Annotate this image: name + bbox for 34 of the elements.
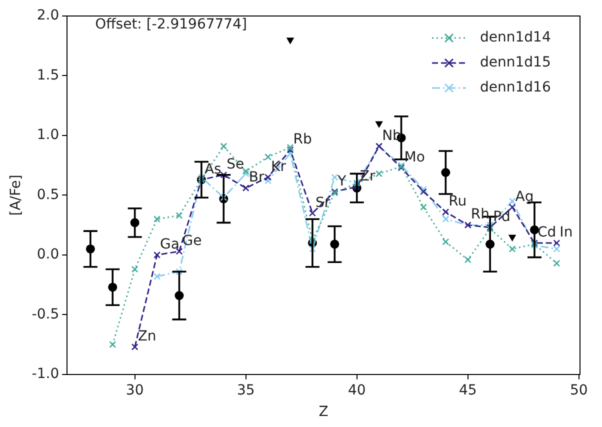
annotation: Rh xyxy=(470,206,490,223)
annotation: Ge xyxy=(182,232,202,249)
x-tick-label: 30 xyxy=(126,382,144,398)
annotation: Kr xyxy=(271,158,286,175)
annotation: Cd xyxy=(537,224,556,241)
annotation: Mo xyxy=(404,149,425,166)
y-tick-label: 0.5 xyxy=(36,186,60,203)
annotation: Ru xyxy=(448,194,467,210)
y-axis-title: [A/Fe] xyxy=(8,174,24,216)
y-tick-label: 2.0 xyxy=(36,8,60,24)
legend-label: denn1d15 xyxy=(480,54,551,71)
annotation: Ga xyxy=(160,236,180,253)
annotation: Rb xyxy=(293,131,312,148)
x-tick-label: 45 xyxy=(458,382,477,398)
legend-label: denn1d14 xyxy=(480,30,551,46)
y-tick-label: 1.0 xyxy=(36,127,60,144)
y-tick-label: -1.0 xyxy=(32,366,60,382)
annotation: In xyxy=(560,224,573,241)
annotation: Pd xyxy=(493,209,510,226)
annotation: Zn xyxy=(138,328,156,345)
x-tick-label: 40 xyxy=(348,382,366,398)
y-tick-label: 0.0 xyxy=(36,246,60,263)
x-tick-label: 50 xyxy=(570,382,588,398)
x-tick-label: 35 xyxy=(236,382,255,398)
annotation: As xyxy=(204,161,222,178)
annotation: Y xyxy=(336,173,347,190)
annotation: Br xyxy=(248,170,264,186)
x-axis-title: Z xyxy=(318,404,328,420)
annotation: Se xyxy=(226,156,244,173)
annotation: Ag xyxy=(515,188,534,205)
annotation: Offset: [-2.91967774] xyxy=(95,16,247,33)
y-tick-label: 1.5 xyxy=(36,67,60,84)
legend-label: denn1d16 xyxy=(480,80,551,96)
y-tick-label: -0.5 xyxy=(32,306,60,322)
